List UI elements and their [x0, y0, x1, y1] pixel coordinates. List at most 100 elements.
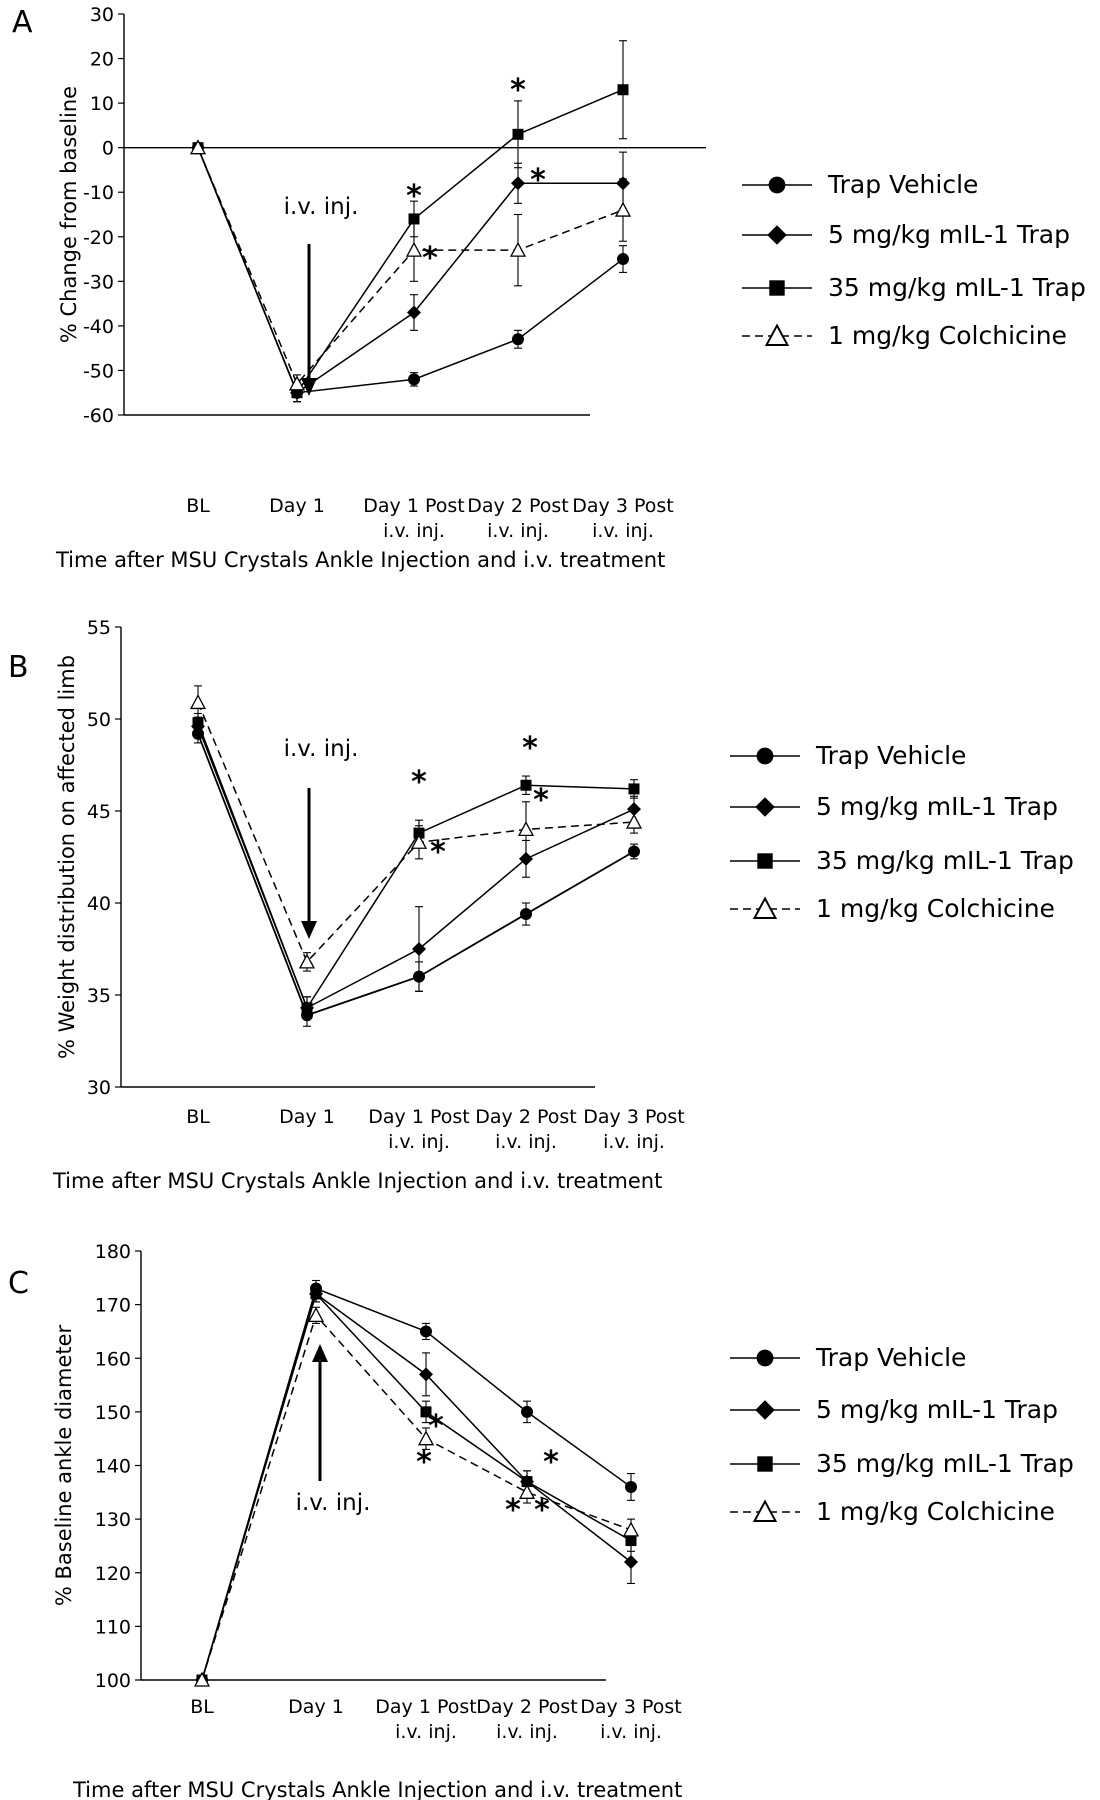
y-tick-label: 20: [90, 49, 114, 71]
data-point-diamond: [624, 1555, 638, 1570]
x-tick-label: i.v. inj.: [388, 1131, 450, 1153]
significance-star: *: [428, 1409, 444, 1444]
data-point-triangle: [614, 201, 632, 217]
y-tick-label: 55: [87, 617, 111, 639]
data-point-circle: [625, 1480, 637, 1493]
x-tick-label: Day 1 Post: [363, 495, 464, 517]
panel-label-B: B: [8, 650, 29, 685]
x-tick-label: i.v. inj.: [592, 520, 654, 542]
y-tick-label: 120: [95, 1563, 131, 1585]
data-point-triangle: [298, 953, 316, 969]
x-tick-label: i.v. inj.: [495, 1131, 557, 1153]
series-line-circle: [201, 1287, 632, 1681]
legend-label: 1 mg/kg Colchicine: [816, 894, 1055, 923]
data-point-square: [617, 84, 629, 96]
series-line-diamond: [201, 1292, 632, 1681]
data-point-square: [192, 717, 204, 729]
y-tick-label: 170: [95, 1295, 131, 1317]
data-point-square: [301, 1002, 313, 1014]
injection-label: i.v. inj.: [284, 736, 359, 762]
legend-marker-triangle: [752, 896, 778, 919]
x-tick-label: BL: [190, 1696, 214, 1718]
x-axis-label: Time after MSU Crystals Ankle Injection …: [52, 1169, 662, 1193]
y-tick-label: 150: [95, 1402, 131, 1424]
data-point-circle: [420, 1325, 432, 1338]
x-tick-label: Day 3 Post: [583, 1106, 684, 1128]
data-point-triangle: [417, 1430, 435, 1446]
y-tick-label: -20: [83, 227, 114, 249]
legend-marker-circle: [768, 176, 786, 194]
significance-star: *: [406, 179, 422, 214]
significance-star: *: [411, 765, 427, 800]
legend-label: 35 mg/kg mIL-1 Trap: [828, 273, 1086, 302]
data-point-diamond: [519, 851, 533, 866]
y-tick-label: 130: [95, 1509, 131, 1531]
data-point-triangle: [189, 139, 207, 155]
significance-star: *: [422, 241, 438, 276]
y-tick-label: 10: [90, 93, 114, 115]
legend-marker-triangle: [764, 323, 790, 346]
y-tick-label: 30: [87, 1077, 111, 1099]
x-tick-label: Day 1 Post: [375, 1696, 476, 1718]
significance-star: *: [505, 1493, 521, 1528]
series-line-square: [197, 89, 624, 395]
series-line-square: [201, 1292, 632, 1681]
y-tick-label: 50: [87, 709, 111, 731]
x-tick-label: i.v. inj.: [383, 520, 445, 542]
y-tick-label: -10: [83, 182, 114, 204]
y-tick-label: -30: [83, 271, 114, 293]
x-axis-label: Time after MSU Crystals Ankle Injection …: [55, 548, 665, 572]
y-tick-label: 100: [95, 1670, 131, 1692]
y-tick-label: 40: [87, 893, 111, 915]
data-point-square: [512, 128, 524, 140]
data-point-square: [520, 779, 532, 791]
x-tick-label: BL: [186, 495, 210, 517]
data-point-triangle: [405, 241, 423, 257]
data-point-triangle: [189, 694, 207, 710]
x-axis-label: Time after MSU Crystals Ankle Injection …: [72, 1778, 682, 1800]
data-point-triangle: [518, 1483, 536, 1499]
x-tick-label: Day 2 Post: [467, 495, 568, 517]
legend-marker-diamond: [755, 1400, 775, 1420]
arrow-head: [301, 921, 317, 939]
y-axis-label: % Change from baseline: [57, 86, 81, 343]
x-tick-label: Day 1: [279, 1106, 335, 1128]
x-tick-label: i.v. inj.: [487, 520, 549, 542]
x-tick-label: i.v. inj.: [496, 1721, 558, 1743]
data-point-diamond: [407, 305, 421, 320]
data-point-triangle: [193, 1671, 211, 1687]
data-point-diamond: [511, 176, 525, 191]
data-point-triangle: [307, 1306, 325, 1322]
significance-star: *: [416, 1445, 432, 1480]
legend-marker-diamond: [767, 225, 787, 245]
data-point-diamond: [419, 1367, 433, 1382]
data-point-triangle: [509, 241, 527, 257]
data-point-square: [628, 783, 640, 795]
significance-star: *: [533, 783, 549, 818]
injection-label: i.v. inj.: [284, 194, 359, 220]
data-point-triangle: [517, 821, 535, 837]
data-point-triangle: [625, 813, 643, 829]
data-point-diamond: [412, 942, 426, 956]
data-point-circle: [617, 253, 629, 266]
x-tick-label: Day 1: [288, 1696, 344, 1718]
injection-label: i.v. inj.: [296, 1490, 371, 1516]
y-tick-label: 45: [87, 801, 111, 823]
legend-marker-circle: [756, 747, 774, 765]
x-tick-label: i.v. inj.: [395, 1721, 457, 1743]
significance-star: *: [534, 1493, 550, 1528]
legend-label: 1 mg/kg Colchicine: [828, 321, 1067, 350]
y-tick-label: 110: [95, 1616, 131, 1638]
y-tick-label: 160: [95, 1348, 131, 1370]
legend-label: 5 mg/kg mIL-1 Trap: [816, 1395, 1058, 1424]
legend-marker-square: [757, 853, 773, 869]
significance-star: *: [430, 835, 446, 870]
x-tick-label: Day 2 Post: [476, 1696, 577, 1718]
significance-star: *: [543, 1445, 559, 1480]
x-tick-label: Day 3 Post: [572, 495, 673, 517]
data-point-circle: [520, 908, 532, 921]
legend-marker-circle: [756, 1349, 774, 1367]
y-tick-label: -40: [83, 316, 114, 338]
x-tick-label: Day 3 Post: [580, 1696, 681, 1718]
